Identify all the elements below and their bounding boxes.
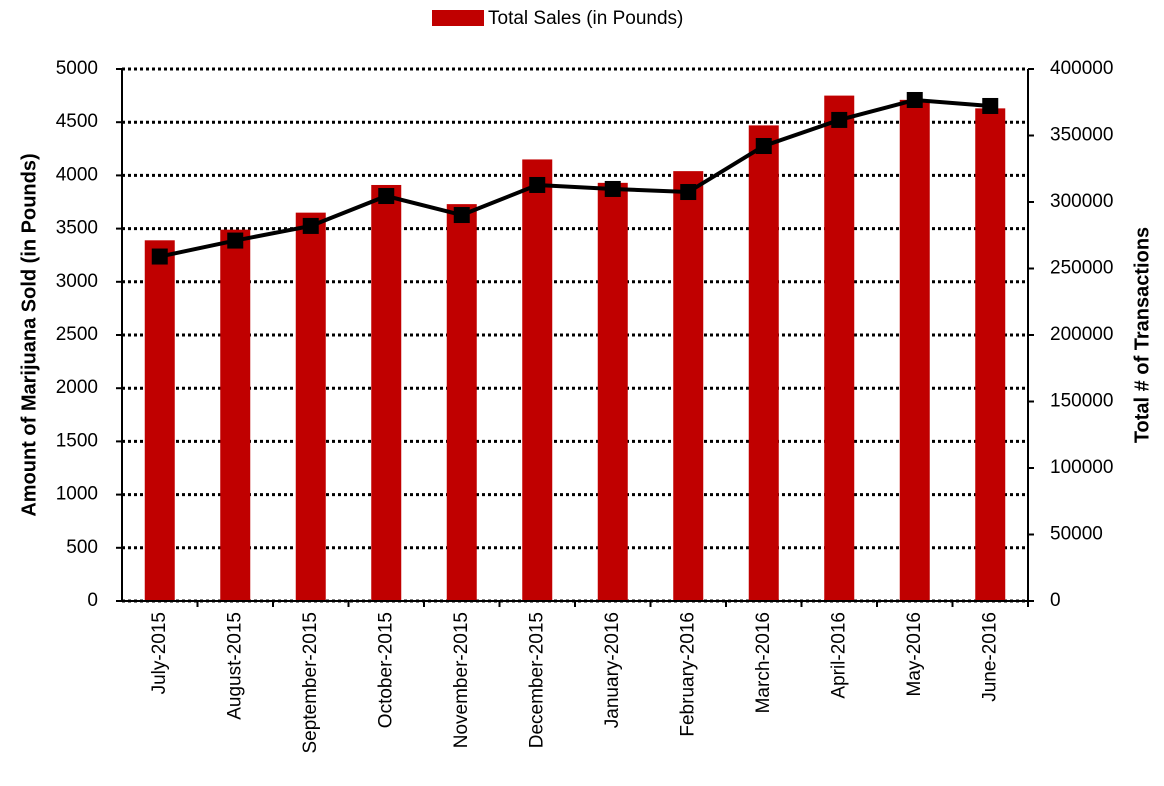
x-tick-label: October-2015 (375, 612, 396, 728)
bar (824, 95, 855, 601)
x-tick-label: February-2016 (677, 612, 698, 737)
legend-label: Total Sales (in Pounds) (488, 8, 683, 29)
bar (748, 125, 779, 601)
bar (446, 204, 477, 602)
legend-swatch (432, 10, 484, 26)
y-tick-label: 5000 (56, 58, 98, 79)
bar (144, 240, 175, 601)
y-tick-label: 1500 (56, 430, 98, 451)
x-tick-label: April-2016 (828, 612, 849, 699)
bar (899, 99, 930, 601)
x-tick-label: November-2015 (451, 612, 472, 748)
marker (227, 232, 244, 249)
x-tick-label: June-2016 (979, 612, 1000, 702)
y-tick-label: 4500 (56, 111, 98, 132)
y2-tick-label: 250000 (1050, 258, 1113, 279)
marker (680, 184, 697, 201)
y2-axis-title: Total # of Transactions (1131, 227, 1153, 443)
y-tick-label: 2000 (56, 377, 98, 398)
y2-tick-label: 300000 (1050, 191, 1113, 212)
y-tick-label: 2500 (56, 324, 98, 345)
y-tick-label: 0 (87, 590, 98, 611)
marker (151, 248, 168, 265)
y-axis-title: Amount of Marijuana Sold (in Pounds) (18, 153, 40, 516)
x-tick-label: July-2015 (149, 612, 170, 694)
x-tick-label: September-2015 (300, 612, 321, 754)
y2-tick-label: 400000 (1050, 58, 1113, 79)
marker (378, 188, 395, 205)
bar (522, 159, 553, 601)
marker (755, 138, 772, 155)
x-tick-label: May-2016 (904, 612, 925, 697)
marker (831, 111, 848, 128)
x-tick-label: March-2016 (753, 612, 774, 713)
y2-tick-label: 100000 (1050, 457, 1113, 478)
bar (597, 182, 628, 601)
marker (604, 180, 621, 197)
line (159, 97, 991, 259)
y-tick-label: 1000 (56, 484, 98, 505)
bar (975, 108, 1006, 602)
y2-tick-label: 200000 (1050, 324, 1113, 345)
y-tick-label: 500 (66, 537, 98, 558)
x-tick-label: January-2016 (602, 612, 623, 728)
x-tick-label: August-2015 (224, 612, 245, 720)
bar (673, 171, 704, 602)
y2-tick-label: 0 (1050, 590, 1061, 611)
y2-tick-label: 350000 (1050, 125, 1113, 146)
bar (220, 229, 251, 601)
marker (302, 217, 319, 234)
y-tick-label: 4000 (56, 164, 98, 185)
bar (371, 184, 402, 601)
y-tick-label: 3000 (56, 271, 98, 292)
marker (529, 176, 546, 193)
marker (453, 207, 470, 224)
marker (982, 97, 999, 114)
x-tick-label: December-2015 (526, 612, 547, 748)
y2-tick-label: 50000 (1050, 524, 1103, 545)
y2-tick-label: 150000 (1050, 391, 1113, 412)
marker (906, 91, 923, 108)
y-tick-label: 3500 (56, 218, 98, 239)
bar (295, 212, 326, 601)
